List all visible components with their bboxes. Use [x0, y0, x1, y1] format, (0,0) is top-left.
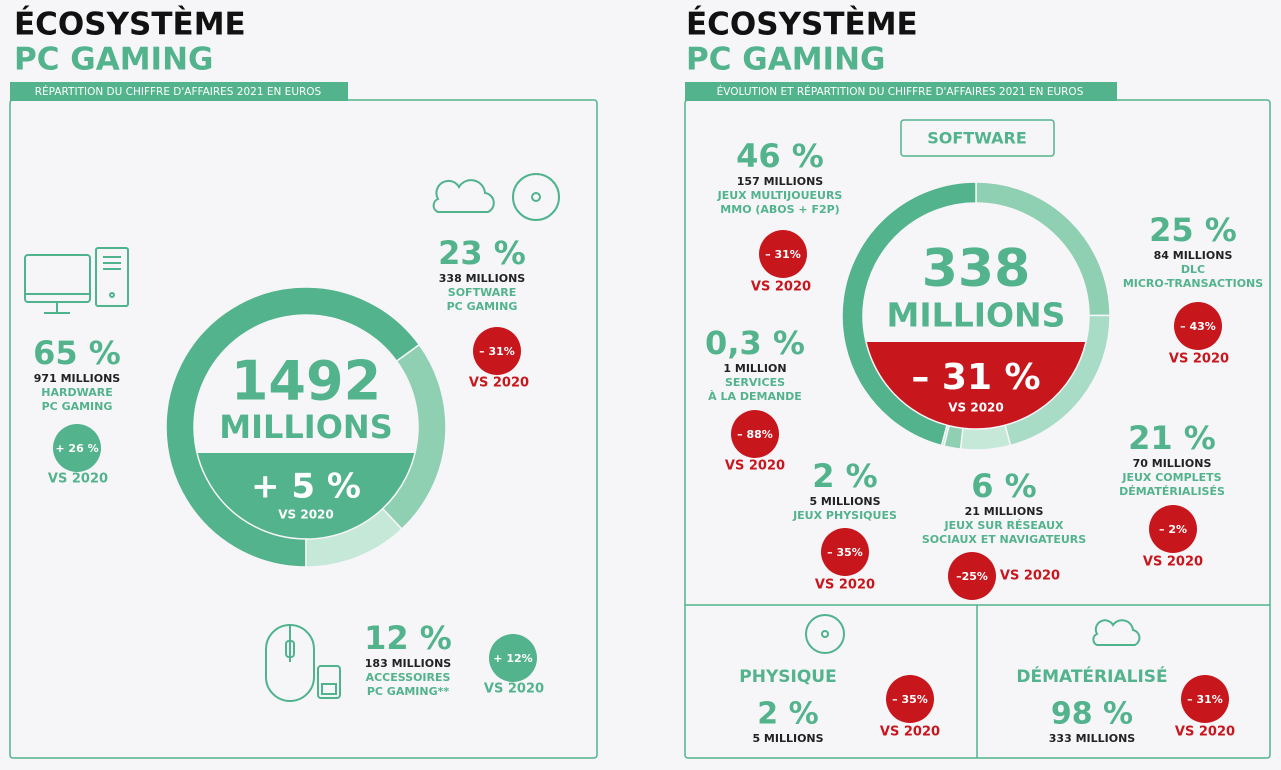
segment-name: DLC — [1181, 263, 1205, 276]
vs-label: VS 2020 — [815, 578, 875, 593]
vs-label: VS 2020 — [1175, 725, 1235, 740]
segment-name: PC GAMING — [42, 400, 113, 413]
vs-label: VS 2020 — [469, 376, 529, 391]
change-badge — [759, 230, 807, 278]
amount: 971 MILLIONS — [34, 372, 120, 385]
amount: 183 MILLIONS — [365, 657, 451, 670]
box-label: SOFTWARE — [927, 129, 1027, 148]
change-badge — [821, 528, 869, 576]
amount: 84 MILLIONS — [1154, 249, 1233, 262]
center-change: – 31 % — [911, 357, 1040, 398]
change-badge — [731, 410, 779, 458]
title: PC GAMING — [14, 42, 213, 78]
amount: 1 MILLION — [723, 362, 786, 375]
share-label: 46 % — [736, 137, 824, 175]
center-vs: VS 2020 — [278, 508, 334, 522]
ring-segment — [841, 181, 977, 447]
amount: 157 MILLIONS — [737, 175, 823, 188]
change-label: – 2% — [1159, 523, 1187, 536]
segment-name: ACCESSOIRES — [366, 671, 451, 684]
vs-label: VS 2020 — [484, 682, 544, 697]
share-label: 12 % — [364, 619, 452, 657]
segment-name: MICRO-TRANSACTIONS — [1123, 277, 1263, 290]
segment-name: JEUX COMPLETS — [1121, 471, 1221, 484]
amount: 70 MILLIONS — [1133, 457, 1212, 470]
amount: 5 MILLIONS — [752, 732, 823, 745]
share-label: 65 % — [33, 334, 121, 372]
segment-name: SOFTWARE — [448, 286, 516, 299]
center-vs: VS 2020 — [948, 401, 1004, 415]
center-unit: MILLIONS — [887, 296, 1066, 335]
change-label: –25% — [956, 570, 988, 583]
segment-name: SERVICES — [725, 376, 785, 389]
change-label: + 12% — [493, 652, 532, 665]
center-amount: 338 — [922, 239, 1031, 299]
segment-name: HARDWARE — [41, 386, 112, 399]
vs-label: VS 2020 — [1143, 555, 1203, 570]
change-badge — [473, 327, 521, 375]
center-change: + 5 % — [251, 467, 361, 507]
share-label: 23 % — [438, 234, 526, 272]
change-label: – 31% — [1187, 693, 1223, 706]
title: PC GAMING — [686, 42, 885, 78]
share-label: 25 % — [1149, 211, 1237, 249]
change-badge — [53, 424, 101, 472]
tab-label: RÉPARTITION DU CHIFFRE D'AFFAIRES 2021 E… — [35, 85, 322, 98]
change-label: – 35% — [892, 693, 928, 706]
amount: 333 MILLIONS — [1049, 732, 1135, 745]
segment-name: PC GAMING** — [367, 685, 450, 698]
segment-name: À LA DEMANDE — [708, 390, 802, 403]
change-label: – 35% — [827, 546, 863, 559]
segment-name: JEUX SUR RÉSEAUX — [943, 519, 1064, 532]
share-label: 2 % — [757, 697, 818, 732]
title: ÉCOSYSTÈME — [686, 7, 918, 43]
share-label: 21 % — [1128, 419, 1216, 457]
tab — [685, 82, 1117, 101]
amount: 5 MILLIONS — [809, 495, 880, 508]
change-label: – 31% — [479, 345, 515, 358]
change-label: – 88% — [737, 428, 773, 441]
ring-segment — [305, 507, 403, 568]
change-badge — [1149, 505, 1197, 553]
center-unit: MILLIONS — [219, 408, 392, 446]
panel-title: PHYSIQUE — [739, 667, 836, 687]
segment-name: DÉMATÉRIALISÉS — [1119, 485, 1225, 498]
center-amount: 1492 — [231, 350, 381, 413]
share-label: 2 % — [812, 457, 877, 495]
vs-label: VS 2020 — [1000, 569, 1060, 584]
amount: 338 MILLIONS — [439, 272, 525, 285]
vs-label: VS 2020 — [880, 725, 940, 740]
amount: 21 MILLIONS — [965, 505, 1044, 518]
software-box — [900, 119, 1055, 157]
share-label: 0,3 % — [705, 324, 805, 362]
tab — [10, 82, 348, 101]
change-badge — [1174, 302, 1222, 350]
change-label: – 43% — [1180, 320, 1216, 333]
vs-label: VS 2020 — [1169, 352, 1229, 367]
vs-label: VS 2020 — [725, 459, 785, 474]
segment-name: MMO (ABOS + F2P) — [720, 203, 839, 216]
ring-segment — [959, 424, 1012, 451]
segment-name: SOCIAUX ET NAVIGATEURS — [922, 533, 1086, 546]
change-badge — [489, 634, 537, 682]
share-label: 98 % — [1051, 697, 1133, 732]
icons — [24, 173, 1141, 702]
vs-label: VS 2020 — [751, 280, 811, 295]
title: ÉCOSYSTÈME — [14, 7, 246, 43]
segment-name: JEUX MULTIJOUEURS — [717, 189, 843, 202]
ring-segment — [165, 286, 421, 568]
vs-label: VS 2020 — [48, 472, 108, 487]
segment-name: JEUX PHYSIQUES — [792, 509, 897, 522]
share-label: 6 % — [971, 467, 1036, 505]
tab-label: ÉVOLUTION ET RÉPARTITION DU CHIFFRE D'AF… — [717, 85, 1084, 98]
segment-name: PC GAMING — [447, 300, 518, 313]
change-label: + 26 % — [55, 442, 98, 455]
panel-title: DÉMATÉRIALISÉ — [1016, 665, 1167, 687]
change-badge — [1181, 675, 1229, 723]
change-label: – 31% — [765, 248, 801, 261]
change-badge — [886, 675, 934, 723]
change-badge — [948, 552, 996, 600]
